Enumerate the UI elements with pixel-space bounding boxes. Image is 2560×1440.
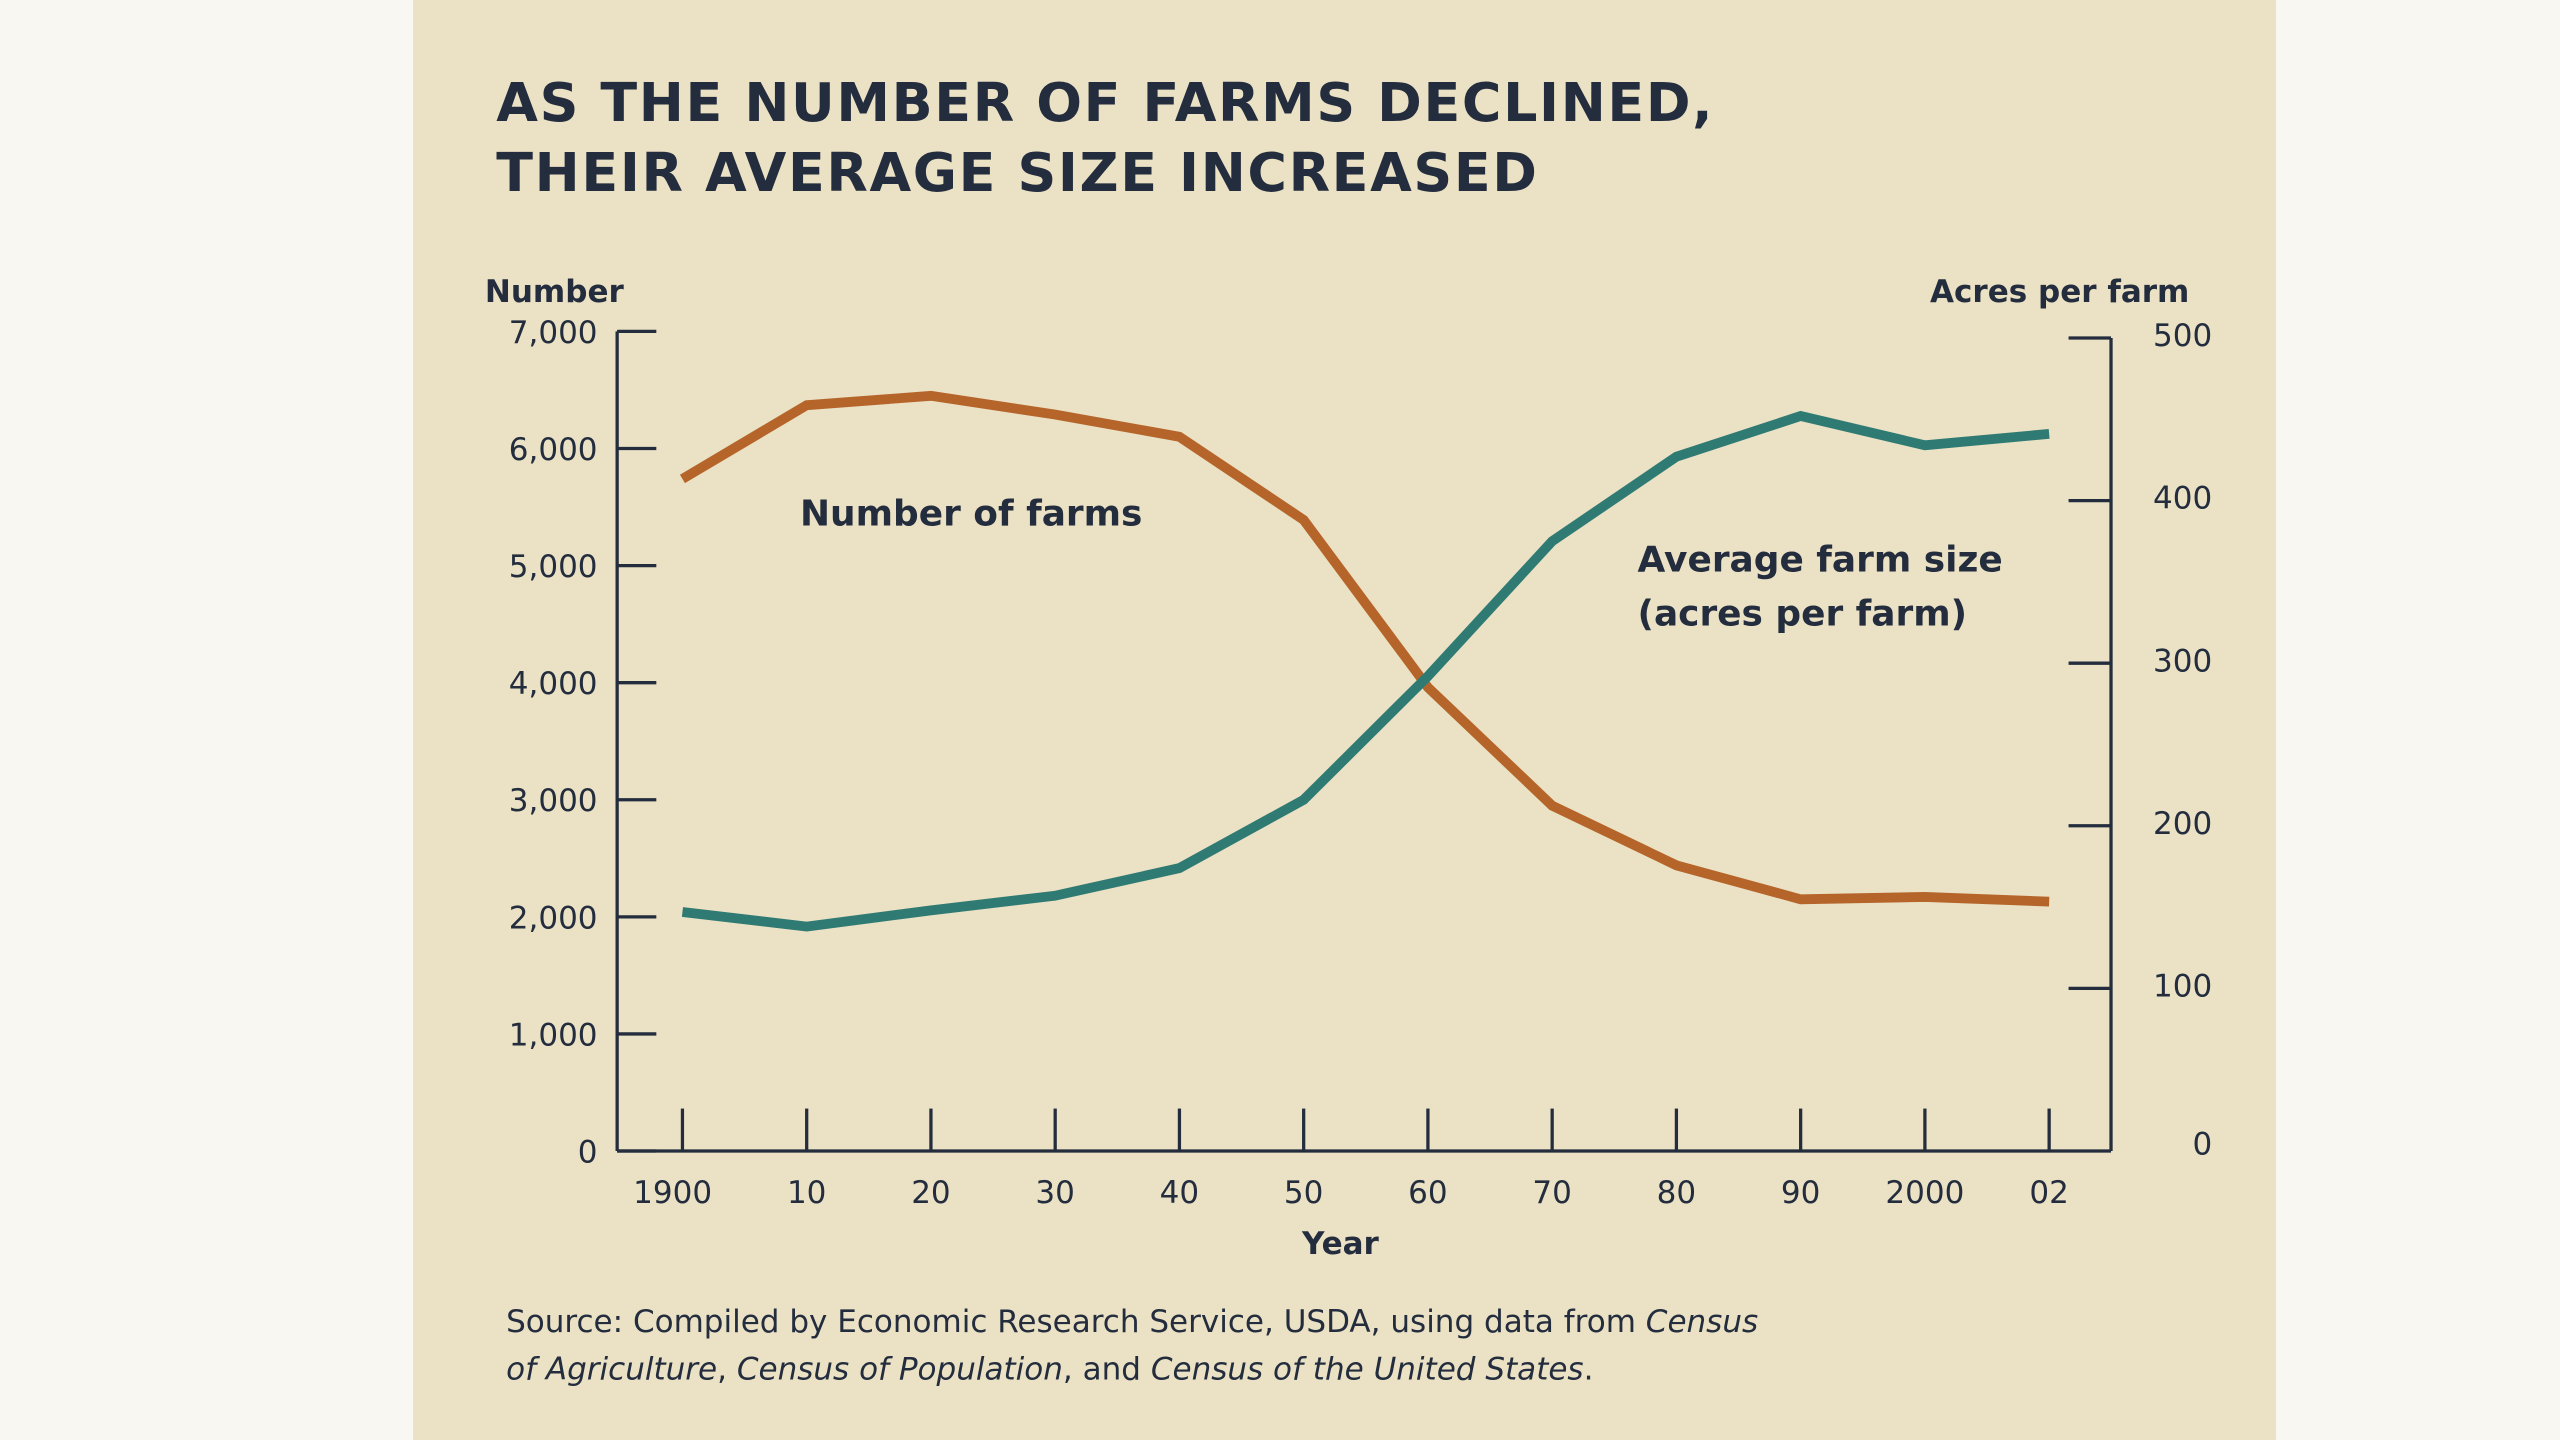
chart-panel [413,0,2276,1440]
x-tick-label: 02 [2029,1175,2068,1211]
x-tick-label: 80 [1657,1175,1696,1211]
right-tick-label: 0 [2193,1126,2213,1162]
left-tick-label: 5,000 [509,549,598,585]
right-tick-label: 100 [2153,969,2212,1005]
x-tick-label: 50 [1284,1175,1323,1211]
farms-line [679,390,2050,907]
right-tick-label: 300 [2153,643,2212,679]
right-tick-label: 500 [2153,318,2212,354]
x-tick-label: 20 [911,1175,950,1211]
left-tick-label: 1,000 [509,1017,598,1053]
left-tick-label: 0 [578,1134,598,1170]
left-tick-label: 7,000 [509,315,598,351]
farm-size-line [681,410,2050,932]
farms-annotation: Number of farms [800,494,1142,535]
right-axis-label: Acres per farm [1930,274,2189,310]
x-axis-label: Year [1301,1226,1380,1262]
x-tick-label: 30 [1035,1175,1074,1211]
x-tick-label: 1900 [633,1175,712,1211]
chart-title-line1: AS THE NUMBER OF FARMS DECLINED, [496,71,1714,134]
size-annotation-line2: (acres per farm) [1638,593,1968,634]
x-tick-label: 40 [1160,1175,1199,1211]
left-tick-label: 3,000 [509,783,598,819]
right-tick-label: 200 [2153,806,2212,842]
x-tick-label: 2000 [1885,1175,1964,1211]
source-line1: Source: Compiled by Economic Research Se… [506,1304,1758,1340]
left-tick-label: 2,000 [509,900,598,936]
x-tick-label: 70 [1532,1175,1571,1211]
left-axis-label: Number [485,274,625,310]
right-tick-label: 400 [2153,481,2212,517]
size-annotation-line1: Average farm size [1638,539,2003,580]
left-tick-label: 4,000 [509,666,598,702]
chart-title-line2: THEIR AVERAGE SIZE INCREASED [496,141,1538,204]
source-line2: of Agriculture, Census of Population, an… [506,1352,1593,1388]
left-tick-label: 6,000 [509,432,598,468]
x-tick-label: 60 [1408,1175,1447,1211]
x-tick-label: 10 [787,1175,826,1211]
x-tick-label: 90 [1781,1175,1820,1211]
